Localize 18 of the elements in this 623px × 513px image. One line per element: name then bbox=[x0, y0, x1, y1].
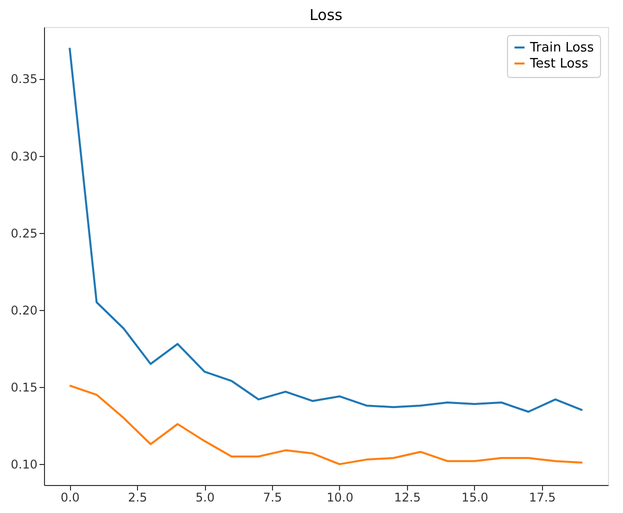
x-tick-label: 2.5 bbox=[128, 490, 148, 504]
legend-label: Train Loss bbox=[529, 40, 594, 56]
y-tick-label: 0.10 bbox=[10, 458, 38, 472]
y-tick-label: 0.15 bbox=[10, 380, 38, 395]
x-tick-label: 15.0 bbox=[462, 490, 488, 504]
x-tick-label: 17.5 bbox=[529, 490, 556, 504]
x-tick-label: 7.5 bbox=[262, 490, 282, 504]
chart-title: Loss bbox=[310, 6, 343, 24]
x-tick-label: 0.0 bbox=[60, 490, 80, 504]
y-tick-label: 0.20 bbox=[10, 303, 38, 318]
x-tick-label: 12.5 bbox=[394, 490, 421, 504]
legend-label: Test Loss bbox=[529, 56, 588, 72]
y-tick-label: 0.35 bbox=[10, 72, 38, 86]
x-tick-label: 10.0 bbox=[326, 490, 354, 504]
y-tick-label: 0.30 bbox=[10, 149, 38, 164]
y-tick-label: 0.25 bbox=[10, 226, 38, 240]
x-tick-label: 5.0 bbox=[196, 490, 215, 504]
line-series bbox=[68, 384, 584, 466]
